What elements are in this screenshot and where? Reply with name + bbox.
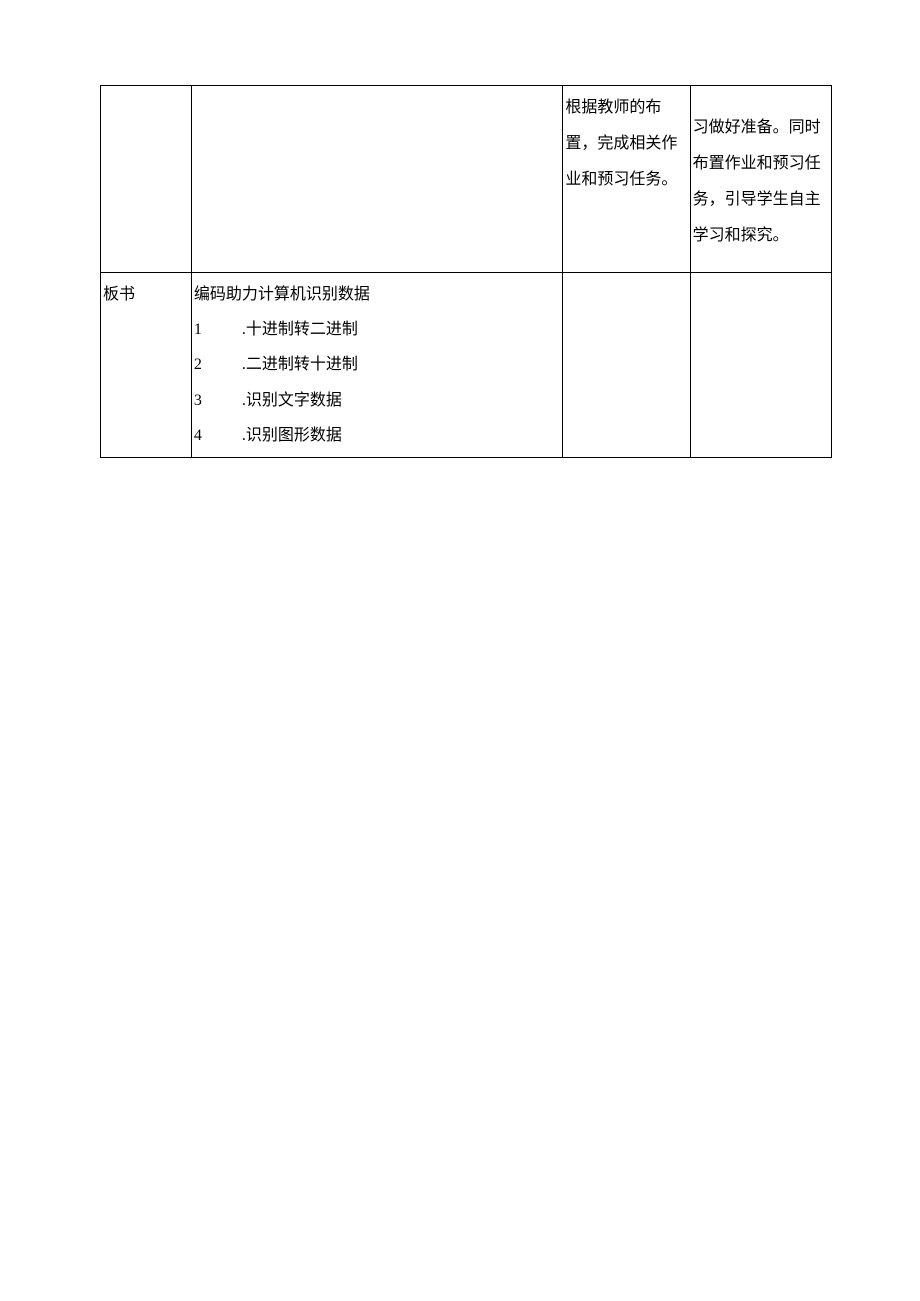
table-row: 板书 编码助力计算机识别数据 1 .十进制转二进制 2 .二进制转十进制 3 .… [101, 273, 832, 458]
document-page: 根据教师的布置，完成相关作业和预习任务。 习做好准备。同时布置作业和预习任务，引… [0, 0, 920, 1301]
list-item: 1 .十进制转二进制 [194, 312, 561, 347]
board-heading: 编码助力计算机识别数据 [194, 277, 561, 312]
board-writing-label: 板书 [103, 286, 135, 303]
student-task-text: 根据教师的布置，完成相关作业和预习任务。 [565, 90, 687, 198]
list-label: .识别图形数据 [242, 418, 342, 453]
list-item: 3 .识别文字数据 [194, 383, 561, 418]
list-label: .十进制转二进制 [242, 312, 358, 347]
list-number: 3 [194, 383, 242, 418]
list-label: .二进制转十进制 [242, 347, 358, 382]
list-item: 4 .识别图形数据 [194, 418, 561, 453]
list-label: .识别文字数据 [242, 383, 342, 418]
table-row: 根据教师的布置，完成相关作业和预习任务。 习做好准备。同时布置作业和预习任务，引… [101, 86, 832, 273]
cell-r2c3 [563, 273, 690, 458]
teacher-guidance-text: 习做好准备。同时布置作业和预习任务，引导学生自主学习和探究。 [693, 90, 829, 254]
lesson-table: 根据教师的布置，完成相关作业和预习任务。 习做好准备。同时布置作业和预习任务，引… [100, 85, 832, 458]
cell-r2c1: 板书 [101, 273, 192, 458]
cell-r1c1 [101, 86, 192, 273]
cell-r2c4 [690, 273, 831, 458]
list-item: 2 .二进制转十进制 [194, 347, 561, 382]
list-number: 4 [194, 418, 242, 453]
list-number: 1 [194, 312, 242, 347]
cell-r1c4: 习做好准备。同时布置作业和预习任务，引导学生自主学习和探究。 [690, 86, 831, 273]
cell-r1c3: 根据教师的布置，完成相关作业和预习任务。 [563, 86, 690, 273]
cell-r2c2: 编码助力计算机识别数据 1 .十进制转二进制 2 .二进制转十进制 3 .识别文… [191, 273, 563, 458]
list-number: 2 [194, 347, 242, 382]
cell-r1c2 [191, 86, 563, 273]
